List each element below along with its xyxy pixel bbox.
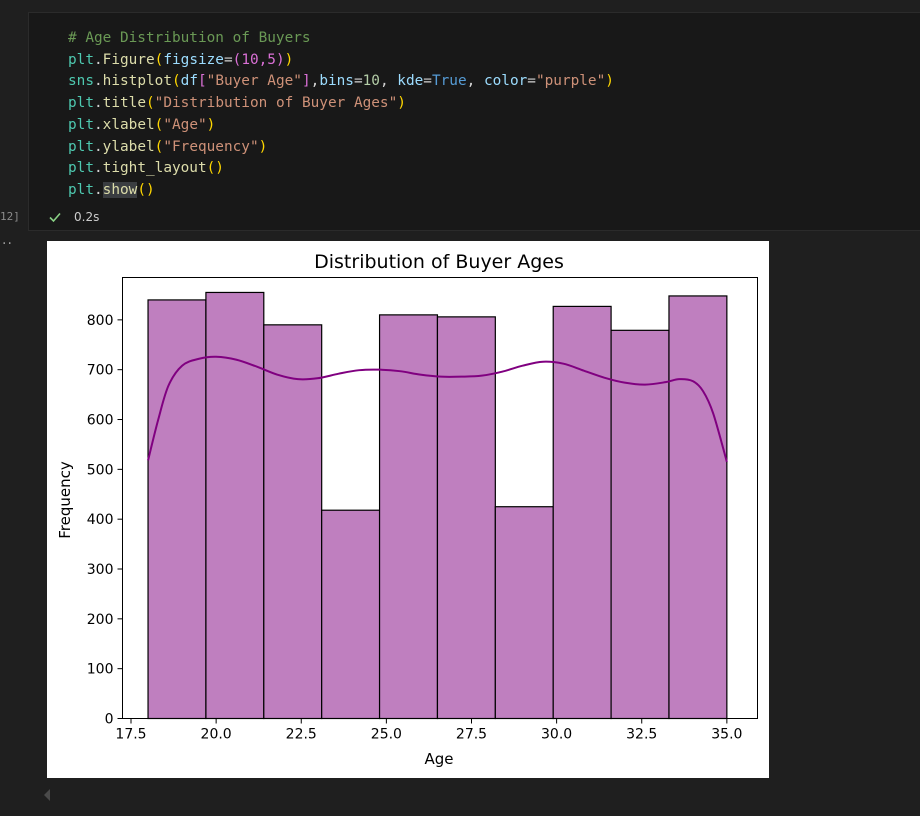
y-tick-label: 0 bbox=[105, 712, 114, 728]
histogram-bar bbox=[205, 291, 265, 720]
histogram-bar bbox=[263, 324, 323, 720]
histogram-bar bbox=[494, 506, 554, 720]
y-tick-label: 100 bbox=[87, 662, 114, 678]
x-tick-label: 27.5 bbox=[456, 727, 487, 743]
check-icon bbox=[49, 212, 61, 223]
code-token: histplot bbox=[102, 73, 172, 90]
code-editor[interactable]: # Age Distribution of Buyers plt.Figure(… bbox=[68, 30, 614, 198]
code-token: show bbox=[102, 181, 138, 198]
code-token: True bbox=[431, 73, 467, 90]
x-axis-label: Age bbox=[424, 750, 453, 768]
code-token: plt bbox=[68, 181, 94, 198]
code-token: figsize bbox=[163, 51, 224, 68]
histogram-bar bbox=[436, 316, 496, 720]
code-token: "purple" bbox=[535, 73, 606, 90]
code-token: plt bbox=[68, 160, 94, 177]
code-token: "Distribution of Buyer Ages" bbox=[154, 95, 398, 112]
histogram-bar bbox=[378, 314, 439, 720]
histogram-chart: Distribution of Buyer Ages 17.5 20.0 22.5 2… bbox=[56, 251, 758, 768]
x-tick-label: 25.0 bbox=[371, 727, 402, 743]
code-token: color bbox=[483, 73, 528, 90]
y-axis-label: Frequency bbox=[56, 461, 74, 539]
plot-output: Distribution of Buyer Ages 17.5 20.0 22.5 2… bbox=[47, 241, 769, 778]
code-token: sns bbox=[68, 73, 94, 90]
code-token: bins bbox=[319, 73, 354, 90]
y-tick-label: 600 bbox=[87, 413, 114, 429]
y-tick-label: 500 bbox=[87, 462, 114, 478]
code-token: kde bbox=[397, 73, 424, 90]
code-token: plt bbox=[68, 95, 94, 112]
x-tick-label: 30.0 bbox=[541, 727, 572, 743]
output-collapse-toggle[interactable]: ·· bbox=[2, 236, 13, 252]
code-token: Figure bbox=[102, 51, 155, 68]
x-tick-label: 17.5 bbox=[115, 727, 146, 743]
code-token: df bbox=[180, 73, 198, 90]
y-tick-label: 200 bbox=[87, 612, 114, 628]
code-token: "Frequency" bbox=[163, 138, 259, 155]
code-token: plt bbox=[68, 51, 94, 68]
x-tick-label: 22.5 bbox=[286, 727, 317, 743]
histogram-bar bbox=[552, 305, 612, 720]
histogram-bar bbox=[147, 299, 207, 720]
execution-count: 12] bbox=[0, 210, 20, 223]
code-token: plt bbox=[68, 116, 94, 133]
code-token: ylabel bbox=[102, 138, 155, 155]
histogram-bar bbox=[668, 295, 728, 720]
scroll-left-arrow[interactable] bbox=[44, 789, 50, 801]
y-tick-label: 400 bbox=[87, 512, 114, 528]
code-cell[interactable]: # Age Distribution of Buyers plt.Figure(… bbox=[28, 12, 920, 231]
plot-area-frame bbox=[122, 277, 758, 719]
y-tick-label: 300 bbox=[87, 562, 114, 578]
code-token: plt bbox=[68, 138, 94, 155]
y-tick-label: 800 bbox=[87, 313, 114, 329]
x-tick-label: 32.5 bbox=[626, 727, 657, 743]
chart-title: Distribution of Buyer Ages bbox=[314, 251, 564, 273]
execution-time: 0.2s bbox=[74, 210, 100, 224]
x-tick-label: 20.0 bbox=[201, 727, 232, 743]
histogram-bar bbox=[321, 509, 381, 720]
cell-status: 0.2s bbox=[48, 208, 99, 226]
y-tick-label: 700 bbox=[87, 363, 114, 379]
code-comment: # Age Distribution of Buyers bbox=[68, 30, 311, 46]
code-token: title bbox=[102, 95, 146, 112]
x-tick-label: 35.0 bbox=[711, 727, 742, 743]
kde-curve bbox=[147, 355, 728, 463]
code-token: tight_layout bbox=[102, 160, 207, 177]
code-token: "Buyer Age" bbox=[206, 73, 302, 90]
code-token: 10 bbox=[362, 73, 380, 90]
code-token: xlabel bbox=[102, 116, 155, 133]
code-token: (10,5) bbox=[232, 51, 285, 68]
code-token: "Age" bbox=[163, 116, 207, 133]
histogram-bar bbox=[610, 329, 670, 720]
